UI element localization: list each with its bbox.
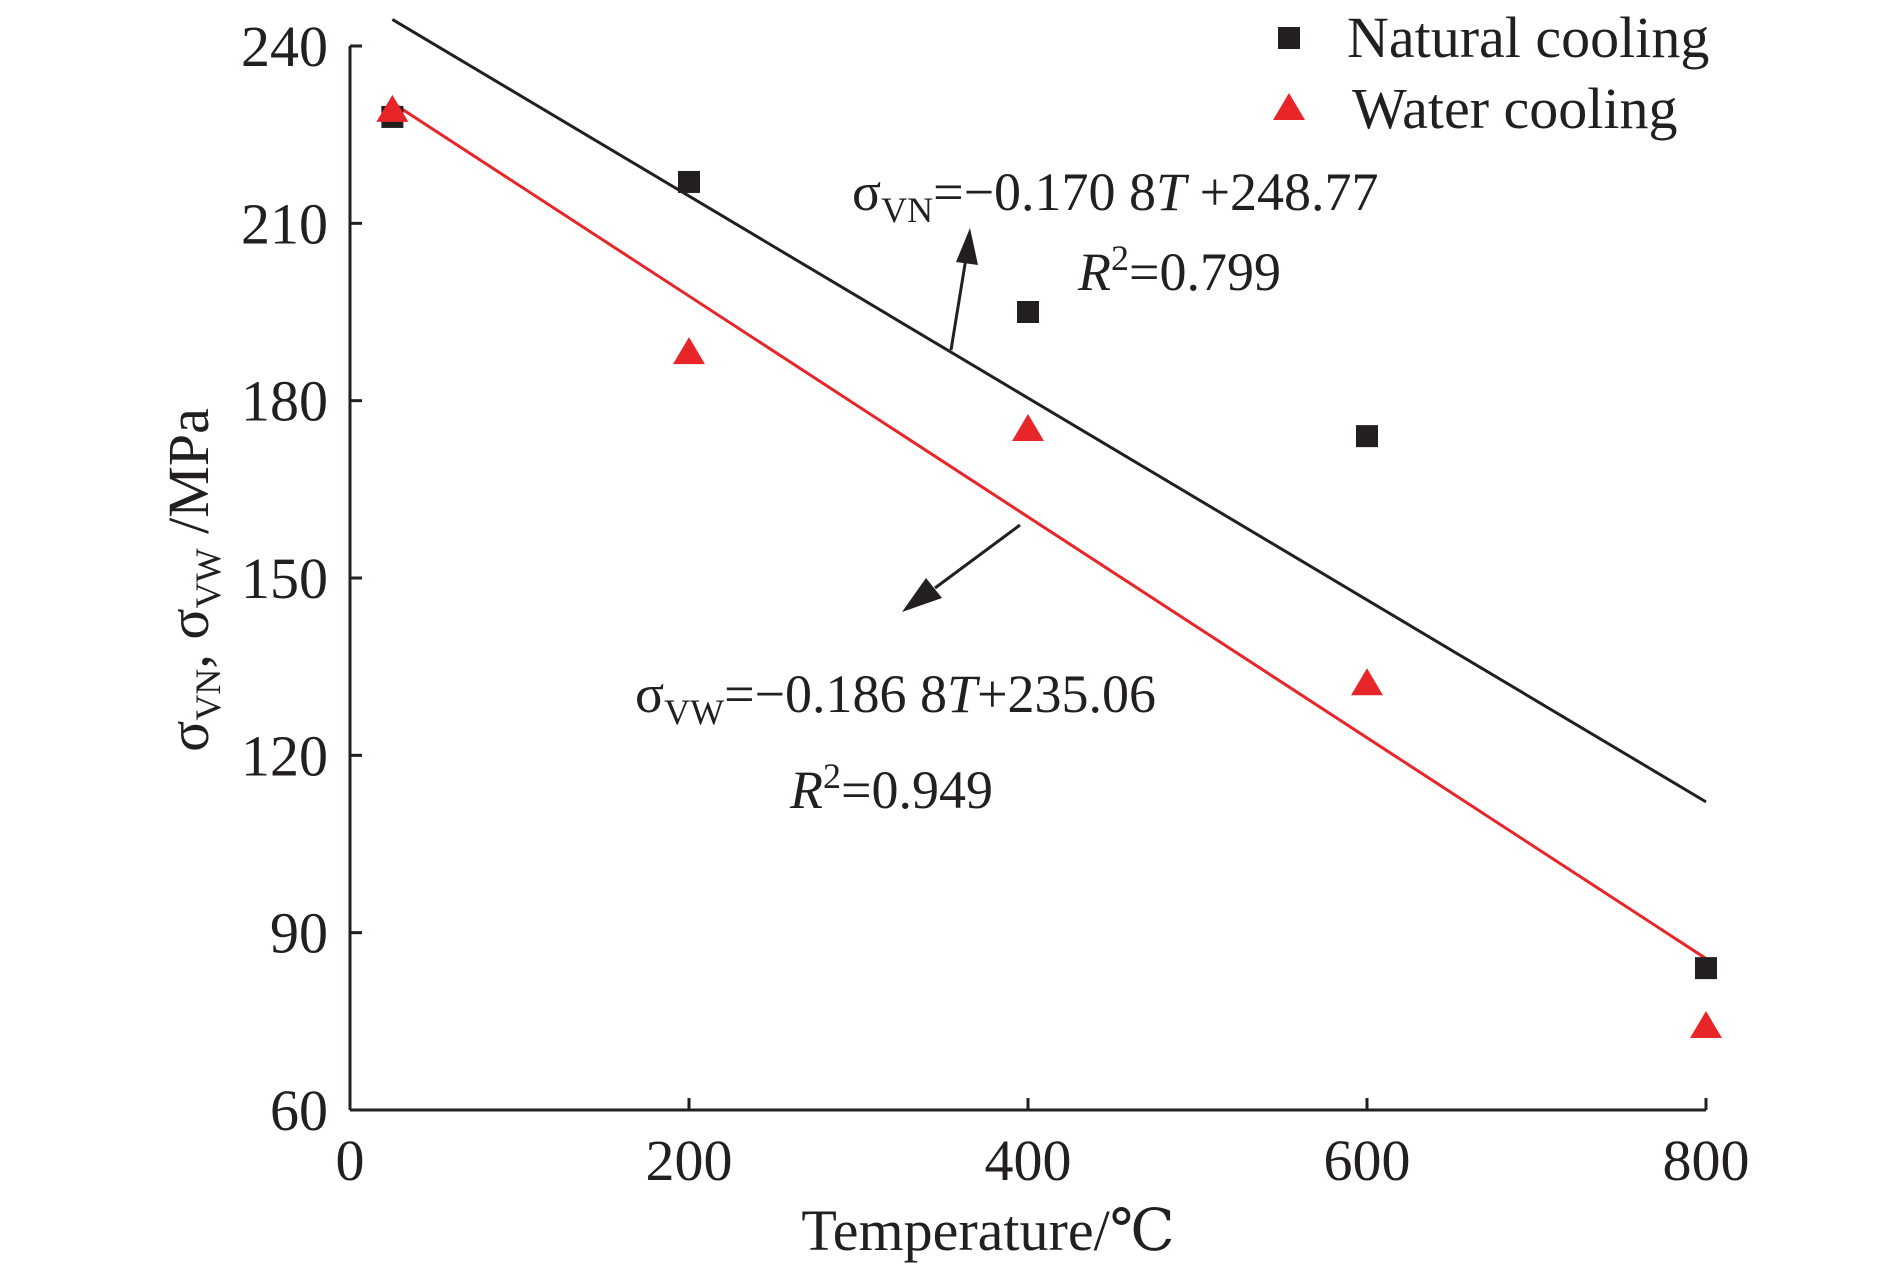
fit-lines xyxy=(391,18,1707,960)
x-tick-label: 0 xyxy=(336,1128,365,1193)
arrow-head-water-cooling xyxy=(902,578,942,612)
y-tick-label: 120 xyxy=(241,723,328,788)
point-water-cooling xyxy=(1351,668,1383,696)
x-tick-label: 200 xyxy=(646,1128,733,1193)
y-tick-label: 150 xyxy=(241,546,328,611)
legend: Natural cooling Water cooling xyxy=(1273,5,1709,141)
arrow-head-natural-cooling xyxy=(956,228,978,265)
y-axis-sub-vn: VN xyxy=(188,669,228,721)
y-tick-label: 60 xyxy=(270,1078,328,1143)
arrow-water-cooling xyxy=(934,523,1021,590)
annotation-natural-cooling: σVN=−0.170 8T +248.77 R2=0.799 xyxy=(852,162,1379,351)
y-axis-unit: /MPa xyxy=(156,408,221,548)
x-tick-label: 800 xyxy=(1663,1128,1750,1193)
eq-water-cooling: σVW=−0.186 8T+235.06 xyxy=(635,664,1156,732)
fit-line-water-cooling xyxy=(391,101,1707,960)
point-water-cooling xyxy=(1012,414,1044,442)
point-water-cooling xyxy=(673,337,705,365)
annotation-water-cooling: σVW=−0.186 8T+235.06 R2=0.949 xyxy=(635,523,1156,820)
y-tick-label: 240 xyxy=(241,14,328,79)
y-axis-sigma-2: σ xyxy=(156,608,221,639)
y-axis-title: σVN, σVW /MPa xyxy=(156,408,228,752)
fit-line-natural-cooling xyxy=(391,18,1707,804)
legend-label-water-cooling: Water cooling xyxy=(1352,76,1678,141)
point-water-cooling xyxy=(376,94,409,122)
r2-natural-cooling: R2=0.799 xyxy=(1077,238,1281,302)
y-tick-label: 210 xyxy=(241,191,328,256)
x-axis-title: Temperature/℃ xyxy=(801,1198,1174,1263)
x-tick-label: 600 xyxy=(1324,1128,1411,1193)
data-markers xyxy=(376,94,1722,1039)
legend-marker-water-cooling xyxy=(1273,93,1305,120)
y-axis-sigma-1: σ xyxy=(156,721,221,752)
y-tick-label: 180 xyxy=(241,369,328,434)
x-ticks: 0 200 400 600 800 xyxy=(336,1098,1750,1193)
point-natural-cooling xyxy=(1695,957,1717,980)
y-ticks: 60 90 120 150 180 210 240 xyxy=(241,14,362,1143)
r2-water-cooling: R2=0.949 xyxy=(789,756,993,820)
x-tick-label: 400 xyxy=(985,1128,1072,1193)
arrow-natural-cooling xyxy=(949,257,968,351)
eq-natural-cooling: σVN=−0.170 8T +248.77 xyxy=(852,162,1379,230)
point-natural-cooling xyxy=(1017,301,1039,323)
y-tick-label: 90 xyxy=(270,901,328,966)
legend-label-natural-cooling: Natural cooling xyxy=(1347,5,1709,70)
y-axis-sep: , xyxy=(156,640,221,669)
point-water-cooling xyxy=(1690,1011,1722,1039)
point-natural-cooling xyxy=(678,170,700,193)
legend-marker-natural-cooling xyxy=(1278,27,1300,49)
point-natural-cooling xyxy=(1356,425,1378,448)
y-axis-sub-vw: VW xyxy=(188,548,228,608)
